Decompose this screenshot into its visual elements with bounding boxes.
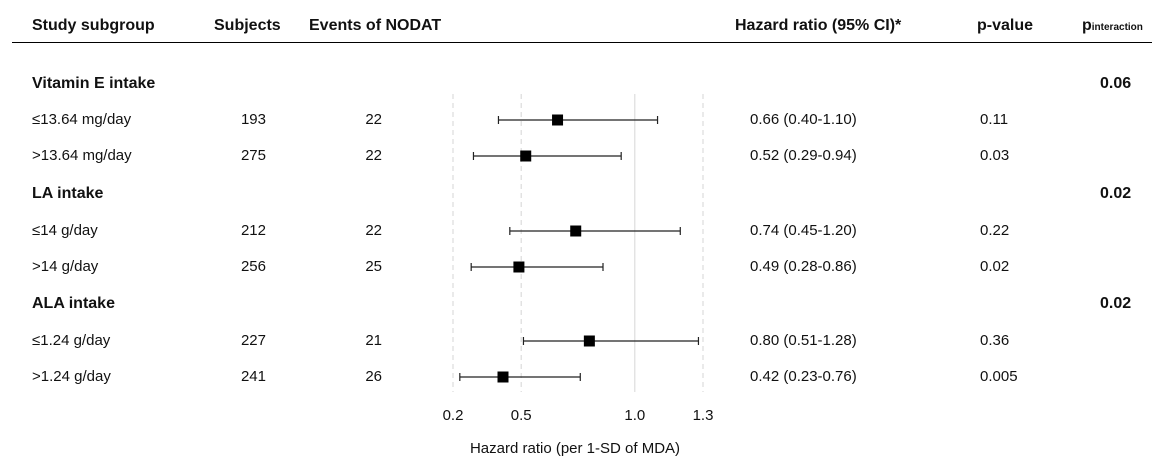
row-p-value: 0.005: [980, 368, 1018, 385]
row-events: 26: [365, 368, 382, 385]
row-p-value: 0.02: [980, 258, 1010, 275]
hazard-ratio-point: [583, 335, 595, 347]
p-main: p: [1082, 17, 1092, 34]
row-p-value: 0.03: [980, 147, 1010, 164]
p-interaction-la: 0.02: [1100, 185, 1132, 202]
row-events: 22: [365, 147, 382, 164]
row-label: >1.24 g/day: [32, 368, 111, 385]
row-hazard-ratio: 0.80 (0.51-1.28): [750, 332, 857, 349]
row-subjects: 212: [240, 222, 266, 239]
row-hazard-ratio: 0.74 (0.45-1.20): [750, 222, 857, 239]
header-hazard-ratio: Hazard ratio (95% CI)*: [735, 17, 902, 34]
row-label: >14 g/day: [32, 258, 99, 275]
x-tick-label: 0.2: [443, 407, 464, 424]
hazard-ratio-point: [552, 114, 564, 126]
p-subscript: interaction: [1091, 22, 1143, 33]
hazard-ratio-point: [570, 225, 582, 237]
hazard-ratio-point: [513, 261, 525, 273]
row-hazard-ratio: 0.42 (0.23-0.76): [750, 368, 857, 385]
row-subjects: 193: [240, 111, 266, 128]
row-events: 22: [365, 111, 382, 128]
p-interaction-vitamin-e: 0.06: [1100, 75, 1132, 92]
row-label: ≤13.64 mg/day: [32, 111, 132, 128]
x-tick-label: 1.3: [693, 407, 714, 424]
row-hazard-ratio: 0.52 (0.29-0.94): [750, 147, 857, 164]
x-tick-label: 1.0: [624, 407, 645, 424]
header-subgroup: Study subgroup: [32, 17, 155, 34]
header-divider: [12, 42, 1152, 43]
row-subjects: 241: [240, 368, 266, 385]
row-p-value: 0.22: [980, 222, 1010, 239]
row-label: ≤14 g/day: [32, 222, 98, 239]
hazard-ratio-point: [520, 150, 532, 162]
row-events: 25: [365, 258, 382, 275]
header-p-interaction: pinteraction: [1082, 17, 1143, 35]
row-hazard-ratio: 0.49 (0.28-0.86): [750, 258, 857, 275]
p-interaction-ala: 0.02: [1100, 295, 1132, 312]
row-subjects: 275: [240, 147, 266, 164]
row-hazard-ratio: 0.66 (0.40-1.10): [750, 111, 857, 128]
row-events: 22: [365, 222, 382, 239]
row-p-value: 0.11: [980, 111, 1009, 128]
header-events: Events of NODAT: [309, 17, 442, 34]
row-label: >13.64 mg/day: [32, 147, 132, 164]
group-label-vitamin-e: Vitamin E intake: [32, 75, 156, 92]
hazard-ratio-point: [497, 371, 509, 383]
header-subjects: Subjects: [214, 17, 281, 34]
header-p-value: p-value: [977, 17, 1034, 34]
x-tick-label: 0.5: [511, 407, 532, 424]
row-events: 21: [365, 332, 382, 349]
row-label: ≤1.24 g/day: [32, 332, 111, 349]
row-subjects: 256: [240, 258, 266, 275]
x-axis-label: Hazard ratio (per 1-SD of MDA): [470, 440, 680, 457]
row-subjects: 227: [240, 332, 266, 349]
row-p-value: 0.36: [980, 332, 1010, 349]
group-label-la: LA intake: [32, 185, 104, 202]
group-label-ala: ALA intake: [32, 295, 115, 312]
